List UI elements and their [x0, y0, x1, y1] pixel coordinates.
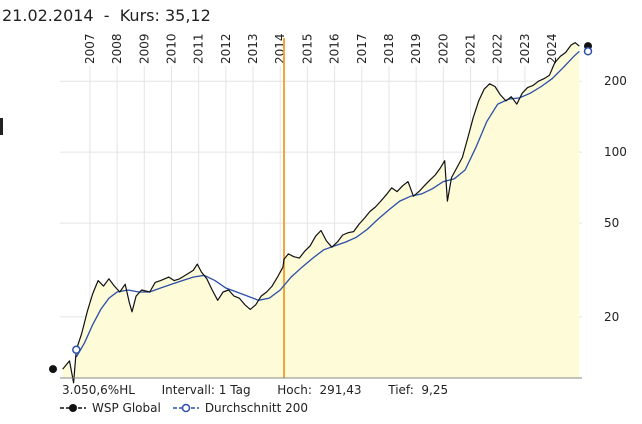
header-price-label: Kurs:: [119, 6, 160, 25]
average-end-ring: [583, 47, 593, 56]
x-tick-label: 2022: [491, 33, 505, 64]
stat-high-value: 291,43: [319, 383, 362, 397]
x-tick-label: 2017: [355, 33, 369, 64]
x-tick-label: 2014: [273, 33, 287, 64]
y-tick-label: 200: [604, 74, 627, 88]
stat-low-value: 9,25: [421, 383, 449, 397]
x-tick-label: 2019: [409, 33, 423, 64]
legend-item-durchschnitt-200[interactable]: Durchschnitt 200: [172, 401, 309, 415]
x-tick-label: 2023: [518, 33, 532, 64]
legend-item-wsp-global[interactable]: WSP Global: [60, 401, 161, 415]
x-tick-label: 2010: [164, 33, 178, 64]
x-tick-label: 2020: [436, 33, 450, 64]
header-price-value: 35,12: [164, 6, 211, 25]
x-tick-label: 2013: [246, 33, 260, 64]
stat-performance: 3.050,6%HL: [62, 383, 135, 397]
header-separator: -: [103, 6, 110, 25]
series-line-wsp-global: [62, 42, 580, 384]
y-tick-label: 100: [604, 145, 627, 159]
ring-dot-line-icon: [172, 403, 199, 413]
stats-bar: 3.050,6%HL Intervall: 1 Tag Hoch: 291,43…: [62, 383, 448, 397]
chart-title: 21.02.2014 - Kurs: 35,12: [2, 6, 211, 25]
x-tick-label: 2009: [137, 33, 151, 64]
edge-handle[interactable]: [0, 118, 3, 135]
y-axis: 20 50 100 200: [604, 74, 627, 324]
stat-interval-label: Intervall:: [161, 383, 215, 397]
solid-dot-line-icon: [60, 404, 86, 412]
stat-interval-value: 1 Tag: [218, 383, 251, 397]
y-tick-label: 50: [604, 216, 619, 230]
x-tick-label: 2008: [110, 33, 124, 64]
price-start-dot: [49, 365, 57, 374]
price-area-fill: [62, 42, 580, 383]
x-tick-label: 2024: [545, 33, 559, 64]
x-tick-label: 2011: [192, 33, 206, 64]
stat-high-label: Hoch:: [277, 383, 312, 397]
markers: [49, 42, 593, 374]
x-axis: 2007 2008 2009 2010 2011 2012 2013 2014 2015 2016…: [83, 33, 559, 64]
x-tick-label: 2016: [328, 33, 342, 64]
y-tick-label: 20: [604, 310, 619, 324]
legend: WSP Global Durchschnitt 200: [60, 401, 320, 415]
x-tick-label: 2018: [382, 33, 396, 64]
x-tick-label: 2012: [219, 33, 233, 64]
x-tick-label: 2021: [464, 33, 478, 64]
x-tick-label: 2007: [83, 33, 97, 64]
stat-low-label: Tief:: [388, 383, 414, 397]
x-tick-label: 2015: [300, 33, 314, 64]
legend-label: WSP Global: [92, 401, 161, 415]
legend-label: Durchschnitt 200: [204, 401, 309, 415]
header-date: 21.02.2014: [2, 6, 94, 25]
average-start-ring: [72, 345, 81, 354]
